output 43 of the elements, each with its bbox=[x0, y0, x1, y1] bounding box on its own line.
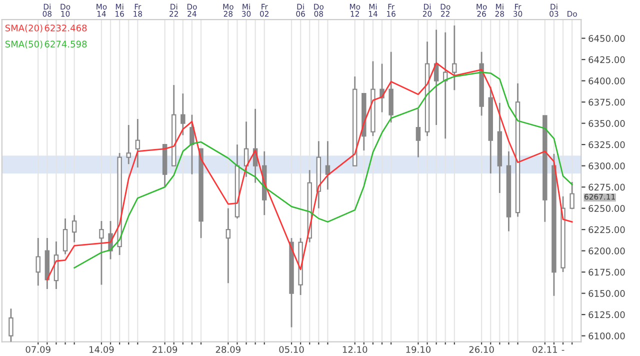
y-tick-label: 6400.00 bbox=[588, 78, 625, 84]
text: SMA(50) bbox=[5, 40, 42, 49]
x-tick-label: 21.09 bbox=[152, 346, 178, 353]
x-tick-label: - bbox=[562, 350, 564, 351]
x-tick-label: 26.10 bbox=[469, 346, 494, 353]
x-tick-label: 19.10 bbox=[406, 346, 431, 353]
annotation: 6274.598 bbox=[44, 40, 87, 48]
y-tick-label: 6175.00 bbox=[588, 268, 625, 276]
y-tick-label: 6100.00 bbox=[588, 332, 625, 340]
x-tick-label: 12.10 bbox=[342, 346, 368, 353]
y-tick-label: 6225.00 bbox=[588, 226, 625, 234]
y-tick-label: 6375.00 bbox=[588, 98, 625, 106]
candlestick bbox=[99, 220, 104, 286]
candlestick bbox=[325, 140, 330, 190]
y-tick-label: 6350.00 bbox=[588, 120, 625, 127]
y-tick-label: 6300.00 bbox=[588, 162, 625, 170]
y-tick-label: 6250.00 bbox=[588, 205, 625, 212]
candlestick bbox=[126, 124, 131, 165]
x-tick-label: 07.09 bbox=[26, 346, 50, 353]
y-tick-label: 6425.00 bbox=[588, 56, 625, 64]
candlestick bbox=[226, 208, 231, 284]
y-tick-label: 6150.00 bbox=[588, 290, 625, 297]
text: SMA(20) bbox=[5, 24, 42, 32]
candlestick bbox=[244, 120, 249, 178]
candlestick bbox=[135, 118, 140, 168]
candlestick bbox=[570, 181, 574, 210]
candlestick bbox=[190, 114, 194, 175]
candlestick bbox=[180, 92, 186, 136]
x-tick-label: 05.10 bbox=[279, 346, 304, 353]
x-tick-label: 14.09 bbox=[90, 346, 114, 353]
y-tick-label: 6200.00 bbox=[588, 248, 625, 254]
y-tick-label: 6450.00 bbox=[588, 35, 625, 42]
y-tick-label: 6275.00 bbox=[588, 184, 625, 191]
candlestick bbox=[36, 237, 40, 286]
x-tick-label: 02.11 bbox=[532, 346, 558, 353]
y-tick-label: 6325.00 bbox=[588, 141, 625, 148]
x-tick-label: 28.09 bbox=[216, 346, 240, 353]
candlestick bbox=[72, 214, 77, 243]
candlestick bbox=[452, 24, 457, 91]
annotation: 6232.468 bbox=[44, 24, 87, 32]
y-tick-label: 6125.00 bbox=[588, 311, 625, 318]
candlestick bbox=[416, 108, 421, 158]
candlestick bbox=[62, 218, 68, 255]
